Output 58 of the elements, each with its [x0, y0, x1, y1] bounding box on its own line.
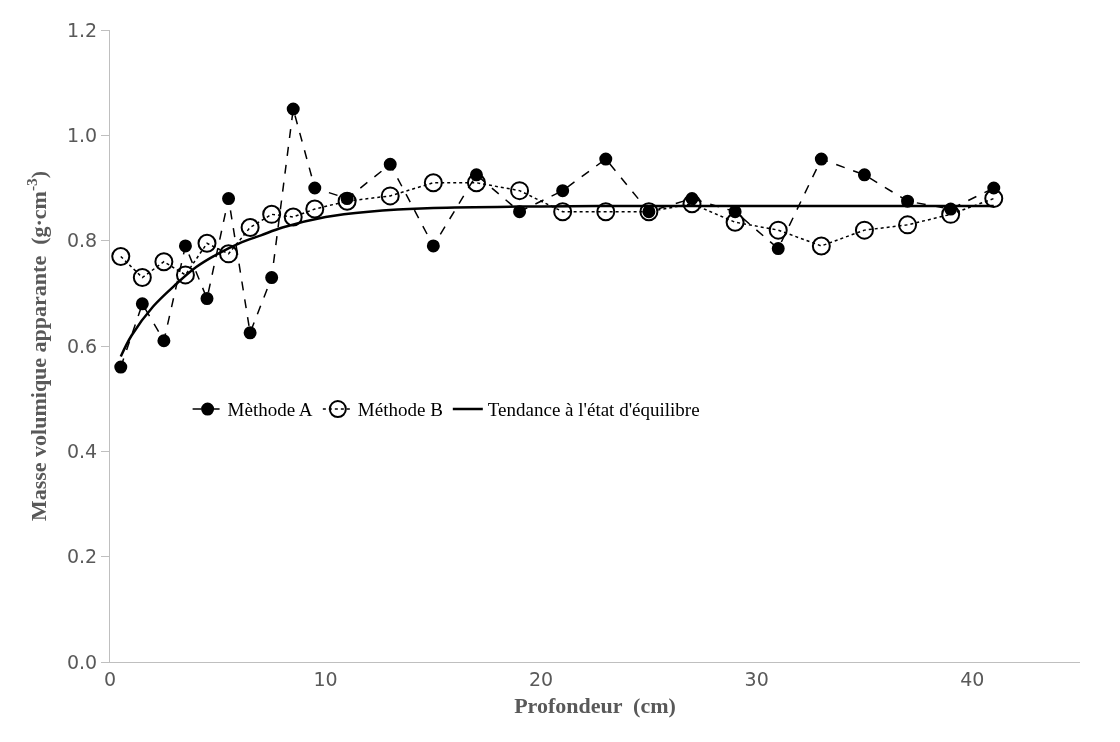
point — [154, 252, 174, 272]
y-tick-label: 0.8 — [66, 229, 98, 252]
point — [725, 212, 745, 232]
legend-label: Tendance à l'état d'équilibre — [487, 399, 700, 421]
x-tick-label: 20 — [529, 667, 554, 690]
legend-label: Mèthode A — [227, 399, 313, 421]
point — [854, 220, 874, 240]
point — [556, 184, 570, 198]
point — [262, 204, 282, 224]
y-tick-label: 0.6 — [66, 334, 98, 357]
point — [337, 191, 357, 211]
point — [111, 246, 131, 266]
y-tick-label: 0.2 — [66, 545, 98, 568]
point — [219, 244, 239, 264]
point — [768, 220, 788, 240]
point — [114, 360, 128, 374]
point — [178, 239, 192, 253]
point — [426, 239, 440, 253]
point — [305, 199, 325, 219]
point — [197, 233, 217, 253]
y-tick-label: 1.2 — [66, 18, 98, 41]
point — [898, 215, 918, 235]
point — [553, 202, 573, 222]
point — [596, 202, 616, 222]
point — [466, 173, 486, 193]
point — [265, 271, 279, 285]
point — [383, 157, 397, 171]
point — [222, 192, 236, 206]
point — [599, 152, 613, 166]
x-tick-label: 0 — [103, 667, 117, 690]
point — [157, 334, 171, 348]
point — [857, 168, 871, 182]
x-axis-title: Profondeur (cm) — [514, 692, 676, 718]
point — [771, 242, 785, 256]
point — [175, 265, 195, 285]
point — [984, 189, 1004, 209]
point — [283, 207, 303, 227]
x-tick-label: 30 — [744, 667, 769, 690]
y-tick-label: 1.0 — [66, 123, 98, 146]
point — [682, 194, 702, 214]
point — [243, 326, 257, 340]
legend-label: Méthode B — [357, 399, 443, 421]
point — [814, 152, 828, 166]
x-tick-label: 40 — [960, 667, 985, 690]
point — [286, 102, 300, 116]
point — [200, 292, 214, 306]
point — [380, 186, 400, 206]
point — [240, 218, 260, 237]
y-tick-label: 0.0 — [66, 650, 98, 673]
point — [135, 297, 149, 311]
point — [510, 181, 530, 201]
point — [811, 236, 831, 256]
point — [132, 268, 152, 288]
point — [308, 181, 322, 195]
point — [941, 204, 961, 224]
y-tick-label: 0.4 — [66, 439, 98, 462]
point — [423, 173, 443, 193]
x-tick-label: 10 — [313, 667, 338, 690]
